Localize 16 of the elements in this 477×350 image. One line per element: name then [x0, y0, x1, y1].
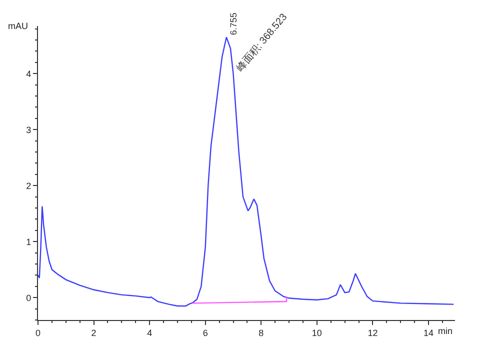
x-axis-title: min — [438, 326, 453, 336]
x-tick-label: 10 — [312, 328, 322, 338]
y-tick-label: 4 — [26, 68, 32, 79]
x-tick-label: 8 — [258, 328, 264, 338]
x-tick-label: 0 — [35, 328, 41, 338]
x-tick-label: 6 — [202, 328, 208, 338]
annotation: 6.755 — [228, 12, 239, 36]
x-tick-label: 14 — [423, 328, 434, 338]
x-tick-label: 4 — [147, 328, 152, 338]
x-tick-label: 12 — [368, 328, 378, 338]
y-tick-label: 1 — [26, 236, 32, 247]
y-tick-label: 3 — [26, 124, 32, 135]
x-tick-label: 2 — [91, 328, 96, 338]
y-tick-label: 0 — [26, 292, 32, 303]
y-tick-label: 2 — [26, 180, 32, 191]
y-axis-title: mAU — [8, 21, 28, 31]
